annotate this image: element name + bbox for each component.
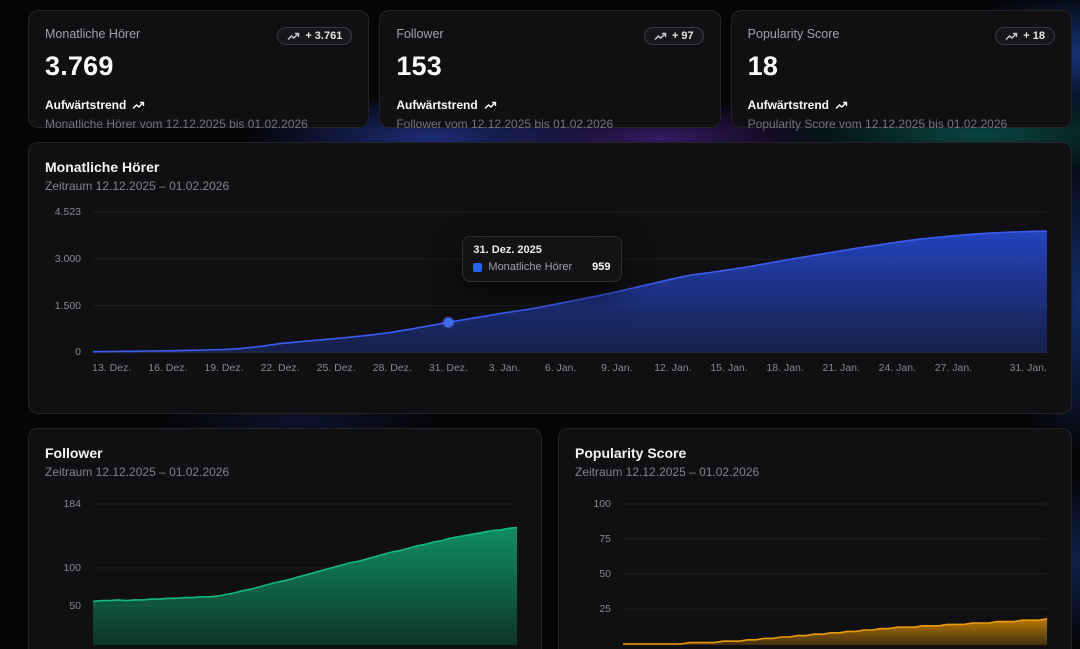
stat-card-monthly-listeners: Monatliche Hörer + 3.761 3.769 Aufwärtst… — [28, 10, 370, 131]
trending-up-icon — [132, 101, 145, 110]
bottom-charts-row: Follower Zeitraum 12.12.2025 – 01.02.202… — [28, 428, 1072, 649]
x-axis-tick: 25. Dez. — [316, 362, 356, 374]
y-axis-tick: 50 — [69, 599, 81, 612]
stat-value: 153 — [396, 51, 442, 81]
chart-title: Monatliche Hörer — [45, 159, 160, 175]
chart-title: Follower — [45, 445, 103, 461]
badge-value: + 3.761 — [305, 30, 343, 42]
trend-badge: + 18 — [995, 27, 1055, 45]
stat-value: 18 — [747, 51, 779, 81]
y-axis-tick: 25 — [599, 603, 611, 615]
x-axis-tick: 16. Dez. — [148, 362, 188, 374]
monthly-listeners-chart-card: Monatliche Hörer Zeitraum 12.12.2025 – 0… — [28, 142, 1072, 414]
x-axis-tick: 28. Dez. — [372, 362, 412, 374]
x-axis-tick: 21. Jan. — [822, 362, 860, 374]
trending-up-icon — [835, 101, 848, 110]
tooltip-value: 959 — [592, 261, 611, 274]
x-axis-tick: 24. Jan. — [878, 362, 917, 374]
stat-card-popularity: Popularity Score + 18 18 Aufwärtstrend — [730, 10, 1072, 131]
trend-badge: + 3.761 — [277, 27, 353, 45]
x-axis-tick: 22. Dez. — [260, 362, 300, 374]
stat-label: Follower — [396, 27, 444, 41]
stat-description: Monatliche Hörer vom 12.12.2025 bis 01.0… — [45, 117, 308, 131]
stat-description: Follower vom 12.12.2025 bis 01.02.2026 — [396, 117, 614, 131]
stat-label: Popularity Score — [747, 27, 840, 41]
trending-up-icon — [654, 32, 667, 41]
monthly-listeners-area-chart[interactable]: 31. Dez. 2025 Monatliche Hörer 959 4.523… — [45, 206, 1055, 387]
x-axis-tick: 18. Jan. — [766, 362, 804, 374]
y-axis-tick: 4.523 — [54, 206, 81, 218]
followers-area-chart[interactable]: 184 100 50 — [45, 498, 525, 649]
trending-up-icon — [287, 32, 300, 41]
x-axis-tick: 3. Jan. — [488, 362, 521, 374]
series-color-swatch — [473, 262, 483, 272]
chart-svg — [92, 503, 518, 645]
x-axis-tick: 15. Jan. — [710, 362, 748, 374]
y-axis-tick: 184 — [63, 498, 81, 510]
hovered-data-point — [442, 316, 455, 329]
badge-value: + 97 — [671, 30, 694, 42]
stat-card-followers: Follower + 97 153 Aufwärtstrend Follo — [379, 10, 721, 131]
trend-label: Aufwärtstrend — [45, 98, 127, 112]
y-axis-tick: 50 — [599, 568, 611, 580]
trending-up-icon — [1005, 32, 1018, 41]
y-axis-tick: 100 — [593, 498, 611, 510]
chart-title: Popularity Score — [575, 445, 687, 461]
chart-subtitle: Zeitraum 12.12.2025 – 01.02.2026 — [45, 179, 230, 193]
tooltip-series-label: Monatliche Hörer — [488, 261, 573, 274]
popularity-area-chart[interactable]: 100 75 50 25 — [575, 498, 1055, 649]
y-axis-tick: 0 — [75, 346, 81, 358]
x-axis-tick: 31. Dez. — [428, 362, 468, 374]
x-axis-tick: 31. Jan. — [1009, 362, 1047, 374]
x-axis-tick: 27. Jan. — [934, 362, 973, 374]
stat-value: 3.769 — [45, 51, 114, 81]
y-axis-tick: 3.000 — [54, 253, 81, 266]
x-axis-tick: 6. Jan. — [544, 362, 577, 374]
followers-chart-card: Follower Zeitraum 12.12.2025 – 01.02.202… — [28, 428, 542, 649]
stat-description: Popularity Score vom 12.12.2025 bis 01.0… — [747, 117, 1008, 131]
x-axis-tick: 13. Dez. — [92, 362, 132, 374]
trending-up-icon — [484, 101, 497, 110]
y-axis-tick: 1.500 — [54, 299, 81, 312]
x-axis-tick: 9. Jan. — [600, 362, 633, 374]
trend-badge: + 97 — [643, 27, 704, 45]
y-axis-tick: 75 — [599, 533, 611, 545]
chart-subtitle: Zeitraum 12.12.2025 – 01.02.2026 — [45, 465, 230, 479]
chart-subtitle: Zeitraum 12.12.2025 – 01.02.2026 — [575, 465, 760, 479]
tooltip-date: 31. Dez. 2025 — [473, 244, 542, 257]
chart-tooltip: 31. Dez. 2025 Monatliche Hörer 959 — [462, 236, 622, 283]
stat-cards-row: Monatliche Hörer + 3.761 3.769 Aufwärtst… — [28, 10, 1072, 131]
x-axis-tick: 12. Jan. — [654, 362, 692, 374]
popularity-chart-card: Popularity Score Zeitraum 12.12.2025 – 0… — [558, 428, 1072, 649]
trend-label: Aufwärtstrend — [747, 98, 829, 112]
chart-svg — [92, 211, 1048, 353]
y-axis-tick: 100 — [63, 561, 81, 574]
x-axis-tick: 19. Dez. — [204, 362, 244, 374]
chart-svg — [623, 503, 1048, 645]
trend-label: Aufwärtstrend — [396, 98, 478, 112]
stat-label: Monatliche Hörer — [45, 27, 141, 41]
badge-value: + 18 — [1023, 30, 1045, 42]
